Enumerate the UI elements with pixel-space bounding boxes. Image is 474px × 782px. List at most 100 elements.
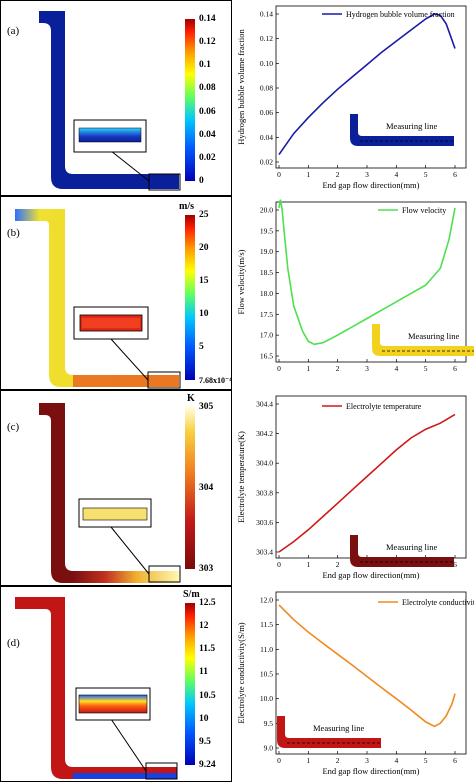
plot-frame [275,5,467,169]
y-tick-label: 12.0 [260,596,273,605]
x-tick-label: 2 [336,170,340,179]
colorbar-tick-label: 10 [199,309,209,319]
simulation-figure [15,597,178,780]
y-tick-label: 18.5 [260,268,273,277]
x-tick-label: 0 [277,756,281,765]
simulation-figure [39,403,181,583]
inset-label: Measuring line [313,723,364,733]
x-tick-label: 6 [453,560,457,569]
colorbar-tick-label: 25 [199,210,209,220]
zoom-connector [110,526,150,575]
x-tick-label: 0 [277,364,281,373]
legend-label: Flow velocity [402,206,446,215]
colorbar-ticks: 25 20 15 10 5 7.68x10⁻⁴ [199,210,233,385]
y-tick-label: 0.06 [260,108,273,117]
panel-label: (b) [7,227,20,239]
x-tick-label: 5 [424,756,428,765]
colorbar [185,19,195,181]
zoom-inset-content [78,694,148,714]
plot-frame [275,201,467,363]
y-tick-label: 20.0 [260,206,273,215]
y-tick-label: 0.04 [260,133,273,142]
y-axis-label: Electrolyte conductivity(S/m) [236,622,246,723]
measuring-line-inset: Measuring line [350,114,454,146]
y-tick-label: 18.0 [260,289,273,298]
y-tick-label: 11.5 [260,620,273,629]
colorbar-tick-label: 0.04 [199,129,216,140]
colorbar-tick-label: 7.68x10⁻⁴ [199,376,232,385]
y-tick-label: 304.0 [256,459,273,468]
y-tick-label: 11.0 [260,645,273,654]
y-tick-label: 16.5 [260,352,273,361]
colorbar-tick-label: 9.5 [199,736,211,747]
inset-label: Measuring line [408,331,459,341]
x-tick-label: 4 [394,756,398,765]
x-axis-label: End gap flow direction(mm) [322,766,419,776]
colorbar-tick-label: 12 [199,621,209,632]
colorbar-tick-label: 12.5 [199,598,216,608]
colorbar [185,215,195,380]
colorbar-tick-label: 11.5 [199,644,216,655]
y-axis-label: Hydrogen bubble volume fraction [236,29,246,145]
y-tick-label: 304.2 [256,429,273,438]
x-tick-label: 2 [336,364,340,373]
panel-label: (c) [7,421,20,433]
zoom-inset-content [82,507,148,521]
x-tick-label: 6 [453,756,457,765]
series-line [278,413,456,553]
y-tick-label: 10.5 [260,670,273,679]
colorbar-tick-label: 0.02 [199,152,216,163]
colorbar-tick-label: 305 [199,402,214,412]
colorbar [185,407,195,569]
y-tick-label: 0.02 [260,158,273,167]
x-tick-label: 6 [453,364,457,373]
colorbar-tick-label: 15 [199,276,209,286]
y-tick-label: 17.5 [260,310,273,319]
simulation-figure [39,11,181,191]
panel-a-sim: (a) 0.14 0.12 0.1 0.08 0.06 0.04 0.02 0 [0,0,232,196]
y-axis-label: Electrolyte temperature(K) [236,431,246,523]
legend-label: Electrolyte conductivity [402,598,474,607]
series-line [278,604,456,728]
y-tick-label: 19.5 [260,226,273,235]
panel-d-sim: (d) S/m 12.5 12 11.5 11 10.5 10 9.5 9.24 [0,586,232,782]
chart-d: 0 1 2 3 4 5 6 9.0 9.5 10.0 10.5 11.0 11.5 12.0 End gap… [236,591,474,776]
colorbar-tick-label: 20 [199,243,209,253]
inset-channel [350,535,454,567]
colorbar-ticks: 12.5 12 11.5 11 10.5 10 9.5 9.24 [199,598,231,770]
y-tick-label: 303.6 [256,518,273,527]
zoom-connector [110,718,147,772]
y-tick-label: 10.0 [260,694,273,703]
y-tick-label: 0.10 [260,59,273,68]
colorbar-tick-label: 0.14 [199,14,216,24]
x-tick-label: 3 [365,756,369,765]
zoom-inset-content [78,127,142,143]
channel-shape [15,597,177,779]
inset-label: Measuring line [386,542,437,552]
y-tick-label: 17.0 [260,331,273,340]
y-tick-label: 0.14 [260,10,273,19]
x-tick-label: 1 [306,170,310,179]
x-tick-label: 1 [306,364,310,373]
x-tick-label: 1 [306,560,310,569]
chart-c: 0123456303.4303.6303.8304.0304.2304.4End… [236,395,467,580]
chart-a: 0 1 2 3 4 5 6 0.02 0.04 0.06 0.08 0.10 0.12 0.14 End g… [236,5,467,190]
colorbar-tick-label: 5 [199,342,204,352]
inset-channel [277,716,381,748]
channel-shape [39,403,179,583]
y-tick-label: 303.8 [256,488,273,497]
inset-channel [372,324,474,356]
series-line [278,199,456,346]
zoom-box [148,173,181,191]
colorbar-ticks: 0.14 0.12 0.1 0.08 0.06 0.04 0.02 0 [199,14,231,186]
colorbar-unit: S/m [183,589,200,600]
y-tick-label: 303.4 [256,548,273,557]
legend-label: Hydrogen bubble volume fraction [346,10,455,19]
panel-label: (d) [7,637,20,649]
colorbar-ticks: 305 304 303 [199,402,231,574]
colorbar-tick-label: 10.5 [199,690,216,701]
y-axis-label: Flow velocity(m/s) [236,249,246,314]
panel-b-sim: (b) m/s 25 20 15 10 5 7.68x10⁻⁴ [0,196,232,390]
channel-shape [39,11,179,189]
x-tick-label: 3 [365,364,369,373]
